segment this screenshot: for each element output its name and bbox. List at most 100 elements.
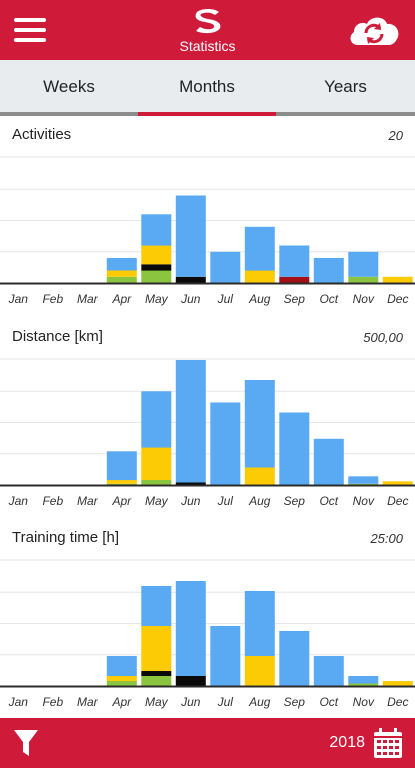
bar-segment-dec-yellow <box>382 276 413 284</box>
activities-chart: Jan Feb Mar Apr May Jun Jul Aug Sep Oct Nov Dec <box>0 156 415 306</box>
x-tick-label: Jul <box>217 292 234 306</box>
x-tick-label: Apr <box>111 695 132 709</box>
x-tick-label: Feb <box>42 292 63 306</box>
bar-segment-dec-yellow <box>382 481 413 486</box>
section-title: Distance [km] <box>12 328 103 345</box>
x-tick-label: Apr <box>111 494 132 508</box>
bar-segment-aug-blue <box>244 226 275 271</box>
x-tick-label: Dec <box>387 695 408 709</box>
activities-section: Jan Feb Mar Apr May Jun Jul Aug Sep Oct Nov Dec Act… <box>0 116 415 316</box>
bar-segment-nov-blue <box>348 676 379 684</box>
bar-segment-apr-blue <box>106 656 137 676</box>
bar-segment-apr-green <box>106 483 137 486</box>
bar-segment-may-green <box>141 270 172 283</box>
x-tick-label: Mar <box>77 494 99 508</box>
x-tick-label: Nov <box>353 292 375 306</box>
x-tick-label: Oct <box>319 695 338 709</box>
x-tick-label: Jun <box>180 494 201 508</box>
x-tick-label: Jun <box>180 292 201 306</box>
bar-segment-jun-blue <box>175 195 206 277</box>
bar-segment-jul-blue <box>210 402 241 485</box>
x-tick-label: May <box>145 494 169 508</box>
tab-label: Months <box>179 77 235 96</box>
section-title: Activities <box>12 126 72 143</box>
bar-segment-may-green <box>141 480 172 485</box>
cloud-sync-icon[interactable] <box>346 12 402 48</box>
distance-section: Jan Feb Mar Apr May Jun Jul Aug Sep Oct Nov Dec Dis… <box>0 318 415 518</box>
bar-segment-aug-yellow <box>244 467 275 485</box>
bar-segment-sep-blue <box>279 631 310 686</box>
bar-segment-apr-green <box>106 681 137 686</box>
bar-segment-apr-blue <box>106 258 137 271</box>
x-tick-label: Jan <box>8 695 29 709</box>
training-time-section: Jan Feb Mar Apr May Jun Jul Aug Sep Oct Nov Dec Tra… <box>0 519 415 719</box>
x-tick-label: Oct <box>319 292 338 306</box>
bar-segment-apr-green <box>106 276 137 284</box>
section-title: Training time [h] <box>12 529 119 546</box>
bar-segment-nov-green <box>348 483 379 486</box>
x-tick-label: Aug <box>248 494 271 508</box>
tab-years[interactable]: Years <box>276 60 415 116</box>
tab-label: Years <box>324 77 367 96</box>
app-logo-icon <box>195 9 221 34</box>
year-label[interactable]: 2018 <box>329 734 365 751</box>
bar-segment-may-yellow <box>141 447 172 480</box>
x-tick-label: Jan <box>8 292 29 306</box>
x-tick-label: Sep <box>284 695 306 709</box>
bar-segment-jul-blue <box>210 626 241 686</box>
tab-indicator-active <box>138 112 276 116</box>
menu-button[interactable] <box>14 18 46 42</box>
section-max-value: 25:00 <box>370 531 403 546</box>
bar-segment-may-black <box>141 264 172 271</box>
bar-segment-jun-black <box>175 482 206 485</box>
bar-segment-nov-blue <box>348 251 379 277</box>
tab-weeks[interactable]: Weeks <box>0 60 138 116</box>
x-tick-label: Oct <box>319 494 338 508</box>
bar-segment-apr-blue <box>106 451 137 481</box>
bar-segment-nov-blue <box>348 476 379 484</box>
section-max-value: 20 <box>388 128 403 143</box>
bar-segment-dec-yellow <box>382 681 413 686</box>
bar-segment-aug-blue <box>244 380 275 468</box>
bar-segment-aug-yellow <box>244 270 275 283</box>
bar-segment-jun-blue <box>175 360 206 483</box>
x-tick-label: Mar <box>77 292 99 306</box>
bar-segment-aug-blue <box>244 591 275 656</box>
tab-indicator <box>0 112 138 116</box>
calendar-icon[interactable] <box>373 727 403 759</box>
x-tick-label: Jan <box>8 494 29 508</box>
bar-segment-nov-green <box>348 276 379 284</box>
training-time-chart: Jan Feb Mar Apr May Jun Jul Aug Sep Oct Nov Dec <box>0 559 415 709</box>
distance-chart: Jan Feb Mar Apr May Jun Jul Aug Sep Oct Nov Dec <box>0 358 415 508</box>
bar-segment-oct-blue <box>313 258 344 283</box>
x-tick-label: Jul <box>217 695 234 709</box>
bar-segment-aug-yellow <box>244 656 275 686</box>
bar-segment-may-blue <box>141 391 172 448</box>
tab-label: Weeks <box>43 77 95 96</box>
bar-segment-sep-darkred <box>279 276 310 284</box>
x-tick-label: Aug <box>248 695 271 709</box>
x-tick-label: Feb <box>42 494 63 508</box>
bar-segment-apr-yellow <box>106 270 137 277</box>
tab-indicator <box>276 112 415 116</box>
period-tabs: Weeks Months Years <box>0 60 415 116</box>
bar-segment-jul-blue <box>210 251 241 284</box>
x-tick-label: Apr <box>111 292 132 306</box>
bar-segment-sep-blue <box>279 412 310 485</box>
bar-segment-apr-yellow <box>106 676 137 681</box>
bar-segment-nov-green <box>348 683 379 686</box>
bar-segment-may-green <box>141 676 172 686</box>
tab-months[interactable]: Months <box>138 60 276 116</box>
app-header: Statistics <box>0 0 415 60</box>
x-tick-label: May <box>145 292 169 306</box>
bottom-bar: 2018 <box>0 718 415 768</box>
filter-icon[interactable] <box>12 728 40 758</box>
x-tick-label: Jul <box>217 494 234 508</box>
x-tick-label: May <box>145 695 169 709</box>
x-tick-label: Sep <box>284 494 306 508</box>
x-tick-label: Sep <box>284 292 306 306</box>
bar-segment-sep-blue <box>279 245 310 277</box>
bar-segment-jun-black <box>175 276 206 284</box>
section-max-value: 500,00 <box>363 330 403 345</box>
bar-segment-oct-blue <box>313 656 344 686</box>
